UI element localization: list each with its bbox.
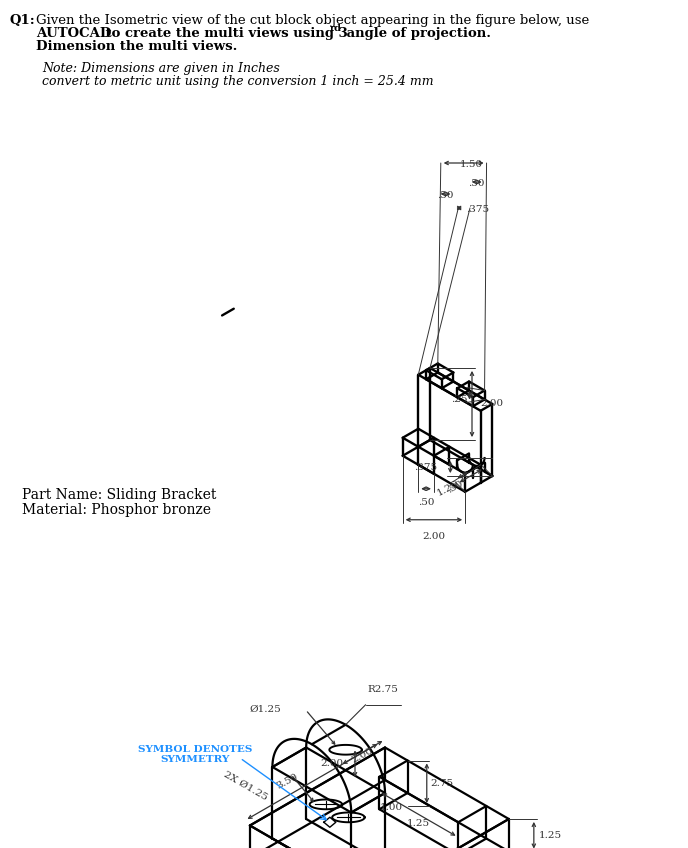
Text: 2.00: 2.00 xyxy=(350,745,375,764)
Text: 2X Ø1.25: 2X Ø1.25 xyxy=(222,769,270,801)
Text: Given the Isometric view of the cut block object appearing in the figure below, : Given the Isometric view of the cut bloc… xyxy=(36,14,589,27)
Text: .50: .50 xyxy=(469,179,485,188)
Text: 2.00: 2.00 xyxy=(422,532,445,541)
Text: R2.75: R2.75 xyxy=(367,684,398,694)
Text: Dimension the multi views.: Dimension the multi views. xyxy=(36,40,237,53)
Text: 2.00: 2.00 xyxy=(480,399,503,409)
Text: .375: .375 xyxy=(414,462,438,471)
Text: Ø1.25: Ø1.25 xyxy=(250,705,281,714)
Text: AUTOCAD: AUTOCAD xyxy=(36,27,111,40)
Text: .375: .375 xyxy=(466,205,489,214)
Text: angle of projection.: angle of projection. xyxy=(342,27,491,40)
Text: 1.50: 1.50 xyxy=(460,160,483,169)
Text: .25: .25 xyxy=(451,395,468,404)
Text: 3.50: 3.50 xyxy=(275,772,300,790)
Text: SYMBOL DENOTES
SYMMETRY: SYMBOL DENOTES SYMMETRY xyxy=(138,745,252,764)
Text: 2.75: 2.75 xyxy=(431,778,454,788)
Text: .50: .50 xyxy=(445,479,464,495)
Text: Q1:: Q1: xyxy=(10,14,36,27)
Text: 1.25: 1.25 xyxy=(435,479,460,498)
Text: convert to metric unit using the conversion 1 inch = 25.4 mm: convert to metric unit using the convers… xyxy=(42,75,433,88)
Text: 1.25: 1.25 xyxy=(539,831,562,840)
Text: rd: rd xyxy=(330,24,342,33)
Text: .50: .50 xyxy=(438,191,454,200)
Text: Part Name: Sliding Bracket: Part Name: Sliding Bracket xyxy=(22,488,216,502)
Text: Material: Phosphor bronze: Material: Phosphor bronze xyxy=(22,503,211,517)
Text: 1.25: 1.25 xyxy=(407,819,430,828)
Text: 2.00: 2.00 xyxy=(320,759,343,768)
Text: to create the multi views using 3: to create the multi views using 3 xyxy=(101,27,347,40)
Text: 1.00: 1.00 xyxy=(379,803,402,812)
Text: .50: .50 xyxy=(418,498,434,507)
Text: Note: Dimensions are given in Inches: Note: Dimensions are given in Inches xyxy=(42,62,280,75)
